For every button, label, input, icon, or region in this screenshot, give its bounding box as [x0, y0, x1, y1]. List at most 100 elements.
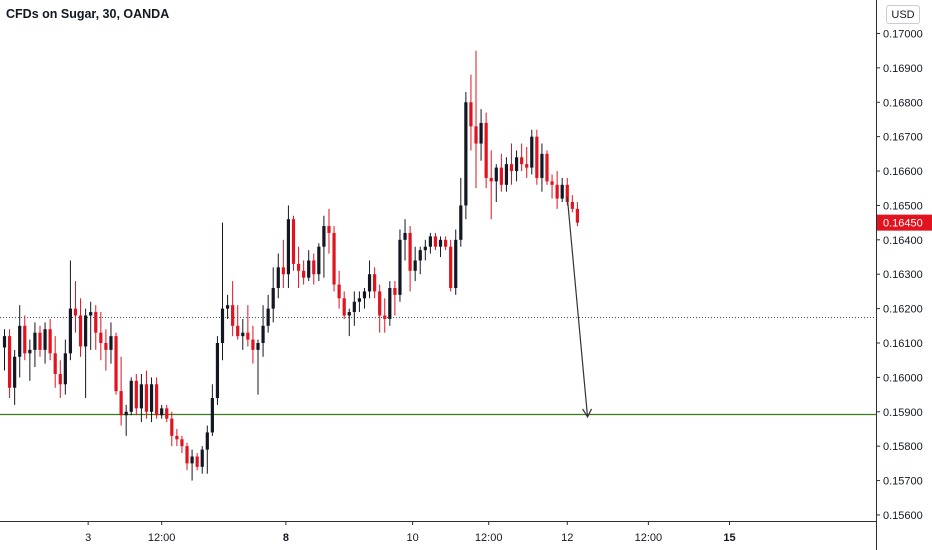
candle-body — [205, 432, 209, 450]
candle-body — [246, 332, 250, 340]
chart-title: CFDs on Sugar, 30, OANDA — [6, 7, 170, 21]
candle-body — [63, 353, 67, 385]
candle-body — [459, 205, 463, 240]
candle-body — [383, 315, 387, 319]
candle-body — [13, 356, 17, 388]
candle-body — [210, 398, 214, 433]
time-tick-label: 8 — [283, 532, 289, 544]
candle-body — [388, 287, 392, 319]
time-tick-label: 12 — [561, 532, 573, 544]
price-tick-label: 0.15600 — [883, 510, 923, 522]
candle-body — [474, 126, 478, 144]
candle-body — [220, 308, 225, 344]
candle-body — [443, 239, 448, 247]
candle-body — [433, 236, 438, 247]
candle-body — [144, 384, 149, 412]
candle-body — [403, 232, 407, 240]
candle-body — [160, 408, 164, 416]
candle-body — [514, 157, 519, 172]
candle-body — [190, 456, 194, 464]
candle-body — [413, 260, 417, 271]
candle-body — [149, 384, 154, 412]
candle-body — [155, 384, 159, 416]
candle-body — [357, 298, 361, 302]
candle-body — [185, 446, 189, 464]
currency-button[interactable]: USD — [886, 5, 920, 24]
candle-body — [58, 373, 62, 385]
price-tick-label: 0.16200 — [883, 304, 923, 316]
candle-body — [291, 219, 296, 264]
candle-body — [33, 332, 37, 350]
candle-body — [281, 267, 285, 275]
candle-body — [241, 332, 245, 337]
candle-body — [464, 102, 468, 206]
candle-body — [373, 274, 377, 292]
candle-body — [367, 274, 372, 292]
candle-body — [378, 291, 382, 316]
candle-body — [7, 336, 12, 388]
candle-body — [428, 236, 432, 247]
candle-body — [180, 439, 184, 447]
candle-body — [438, 239, 443, 247]
candle-body — [575, 208, 580, 223]
candle-body — [504, 164, 509, 185]
candle-body — [84, 315, 88, 347]
candle-body — [307, 260, 311, 278]
candle-body — [545, 153, 549, 182]
candle-body — [393, 287, 397, 295]
last-price-badge — [877, 214, 932, 231]
price-tick-label: 0.16900 — [883, 63, 923, 75]
price-tick-label: 0.16100 — [883, 338, 923, 350]
candlesticks — [2, 50, 580, 481]
candle-body — [494, 167, 498, 182]
price-tick-label: 0.16700 — [883, 132, 923, 144]
candle-body — [479, 122, 483, 144]
candle-body — [535, 136, 539, 178]
candle-body — [18, 325, 22, 357]
price-tick-label: 0.16500 — [883, 200, 923, 212]
candle-body — [134, 380, 138, 409]
price-tick-label: 0.16000 — [883, 372, 923, 384]
candle-body — [165, 408, 169, 419]
time-tick-label: 12:00 — [635, 532, 663, 544]
candle-body — [555, 184, 559, 199]
candle-body — [261, 325, 265, 344]
candle-body — [73, 308, 78, 316]
candle-body — [104, 343, 108, 350]
candle-body — [175, 435, 179, 440]
candle-body — [231, 305, 235, 326]
candle-body — [449, 246, 453, 288]
candle-body — [352, 301, 356, 313]
candle-body — [256, 343, 260, 350]
time-axis-labels[interactable]: 3 12:00 8 10 12:00 12 12:00 15 — [85, 521, 736, 544]
price-tick-label: 0.17000 — [883, 28, 923, 40]
candle-body — [317, 246, 321, 275]
price-tick-label: 0.15800 — [883, 441, 923, 453]
candle-body — [271, 287, 275, 309]
time-tick-label: 12:00 — [475, 532, 503, 544]
arrow-head — [582, 408, 593, 419]
candle-body — [251, 339, 255, 350]
candle-body — [342, 298, 346, 316]
candle-body — [236, 325, 240, 337]
candle-body — [560, 184, 564, 199]
candle-body — [200, 449, 204, 467]
candle-body — [530, 136, 534, 168]
candle-body — [525, 164, 529, 168]
candle-body — [408, 232, 412, 271]
candle-body — [312, 260, 316, 275]
price-axis-labels[interactable]: 0.17000 0.16900 0.16800 0.16700 0.16600 0.165… — [876, 28, 923, 522]
candle-body — [215, 343, 220, 399]
candle-body — [296, 263, 301, 271]
candle-body — [109, 336, 113, 350]
candle-body — [114, 336, 118, 392]
candle-body — [469, 102, 473, 127]
candle-body — [347, 312, 351, 316]
time-tick-label: 12:00 — [148, 532, 176, 544]
candle-body — [170, 418, 174, 436]
candle-body — [23, 325, 27, 354]
price-tick-label: 0.16400 — [883, 235, 923, 247]
candle-body — [418, 250, 422, 261]
candle-body — [423, 246, 427, 251]
